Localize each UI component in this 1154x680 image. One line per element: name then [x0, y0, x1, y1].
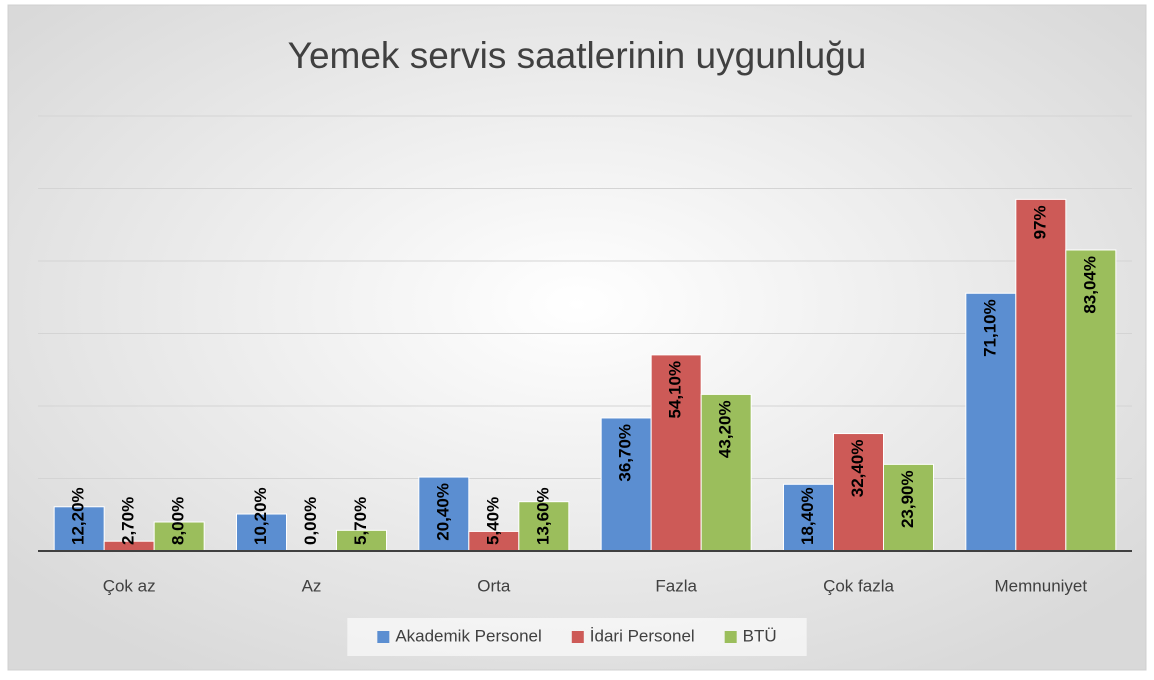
- chart-title: Yemek servis saatlerinin uygunluğu: [288, 35, 867, 76]
- data-label: 10,20%: [251, 487, 270, 545]
- data-label: 97%: [1030, 205, 1049, 239]
- x-tick-label: Çok fazla: [823, 576, 894, 595]
- legend-label: İdari Personel: [590, 626, 695, 645]
- legend-swatch: [377, 631, 390, 643]
- x-tick-label: Fazla: [655, 576, 697, 595]
- data-label: 18,40%: [798, 487, 817, 545]
- bar: [783, 483, 834, 552]
- legend-swatch: [571, 631, 584, 643]
- data-label: 71,10%: [980, 299, 999, 357]
- legend-swatch: [724, 631, 737, 643]
- bar: [518, 501, 570, 552]
- x-tick-label: Az: [302, 576, 322, 595]
- x-tick-label: Memnuniyet: [995, 576, 1088, 595]
- x-tick-label: Orta: [477, 576, 511, 595]
- data-label: 0,00%: [301, 497, 320, 545]
- data-label: 43,20%: [716, 400, 735, 458]
- data-label: 5,40%: [483, 497, 502, 545]
- legend-label: BTÜ: [743, 626, 777, 645]
- data-label: 36,70%: [616, 424, 635, 482]
- bar: [53, 506, 105, 552]
- data-label: 20,40%: [433, 483, 452, 541]
- legend-label: Akademik Personel: [395, 626, 541, 645]
- data-label: 12,20%: [69, 487, 88, 545]
- bar: [236, 513, 287, 552]
- data-label: 54,10%: [666, 361, 685, 419]
- data-label: 13,60%: [533, 487, 552, 545]
- bar: [1065, 249, 1117, 552]
- bar: [833, 433, 884, 552]
- data-label: 83,04%: [1080, 256, 1099, 314]
- data-label: 32,40%: [848, 440, 867, 498]
- data-label: 2,70%: [119, 497, 138, 545]
- bar: [650, 354, 702, 552]
- bar: [700, 393, 752, 552]
- data-label: 5,70%: [351, 497, 370, 545]
- bar: [883, 463, 934, 552]
- bar: [1015, 198, 1067, 552]
- data-label: 8,00%: [169, 497, 188, 545]
- bar: [418, 476, 470, 552]
- data-label: 23,90%: [898, 470, 917, 528]
- x-tick-label: Çok az: [103, 576, 156, 595]
